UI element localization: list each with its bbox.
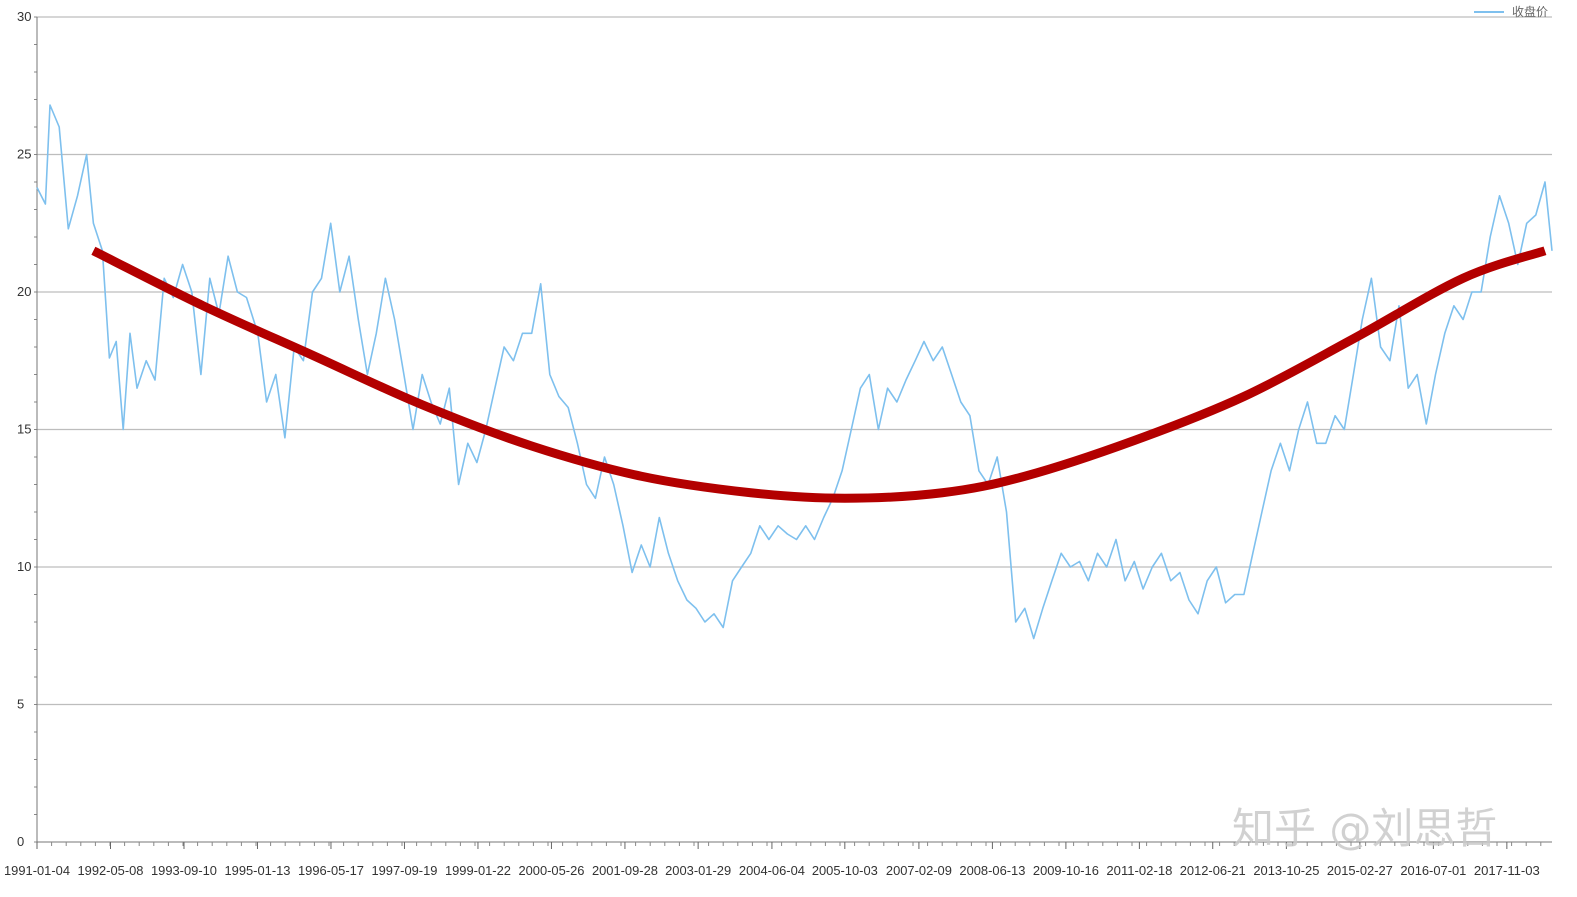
x-tick-label: 2000-05-26 <box>518 863 584 878</box>
trend-curve <box>91 246 1547 503</box>
y-tick-label: 5 <box>17 697 24 712</box>
x-tick-label: 1997-09-19 <box>371 863 437 878</box>
x-tick-label: 2015-02-27 <box>1327 863 1393 878</box>
legend-label: 收盘价 <box>1512 4 1548 19</box>
x-tick-label: 2004-06-04 <box>739 863 805 878</box>
x-tick-label: 1999-01-22 <box>445 863 511 878</box>
x-tick-label: 2009-10-16 <box>1033 863 1099 878</box>
watermark: 知乎 @刘思哲 <box>1232 804 1497 853</box>
grid-lines <box>37 16 1552 706</box>
y-tick-label: 15 <box>17 422 31 437</box>
x-tick-label: 1995-01-13 <box>224 863 290 878</box>
x-tick-label: 2013-10-25 <box>1253 863 1319 878</box>
series-layer <box>36 104 1553 640</box>
x-tick-label: 2001-09-28 <box>592 863 658 878</box>
axes: 0 5 10 15 20 25 30 1991-01-04 1992-05-08 1993-09-… <box>4 9 1552 878</box>
x-tick-label: 1993-09-10 <box>151 863 217 878</box>
x-tick-label: 1992-05-08 <box>77 863 143 878</box>
y-tick-label: 25 <box>17 147 31 162</box>
x-tick-label: 1996-05-17 <box>298 863 364 878</box>
x-tick-label: 2003-01-29 <box>665 863 731 878</box>
y-tick-label: 20 <box>17 284 31 299</box>
legend: 收盘价 <box>1474 4 1548 19</box>
x-tick-label: 2017-11-03 <box>1474 863 1540 878</box>
x-tick-label: 2005-10-03 <box>812 863 878 878</box>
x-tick-label: 1991-01-04 <box>4 863 70 878</box>
x-tick-label: 2012-06-21 <box>1180 863 1246 878</box>
y-tick-label: 30 <box>17 9 31 24</box>
y-tick-label: 0 <box>17 834 24 849</box>
x-tick-label: 2008-06-13 <box>959 863 1025 878</box>
y-tick-label: 10 <box>17 559 31 574</box>
x-tick-label: 2007-02-09 <box>886 863 952 878</box>
series-line-close-price <box>36 104 1553 640</box>
x-tick-label: 2011-02-18 <box>1106 863 1172 878</box>
x-tick-label: 2016-07-01 <box>1400 863 1466 878</box>
